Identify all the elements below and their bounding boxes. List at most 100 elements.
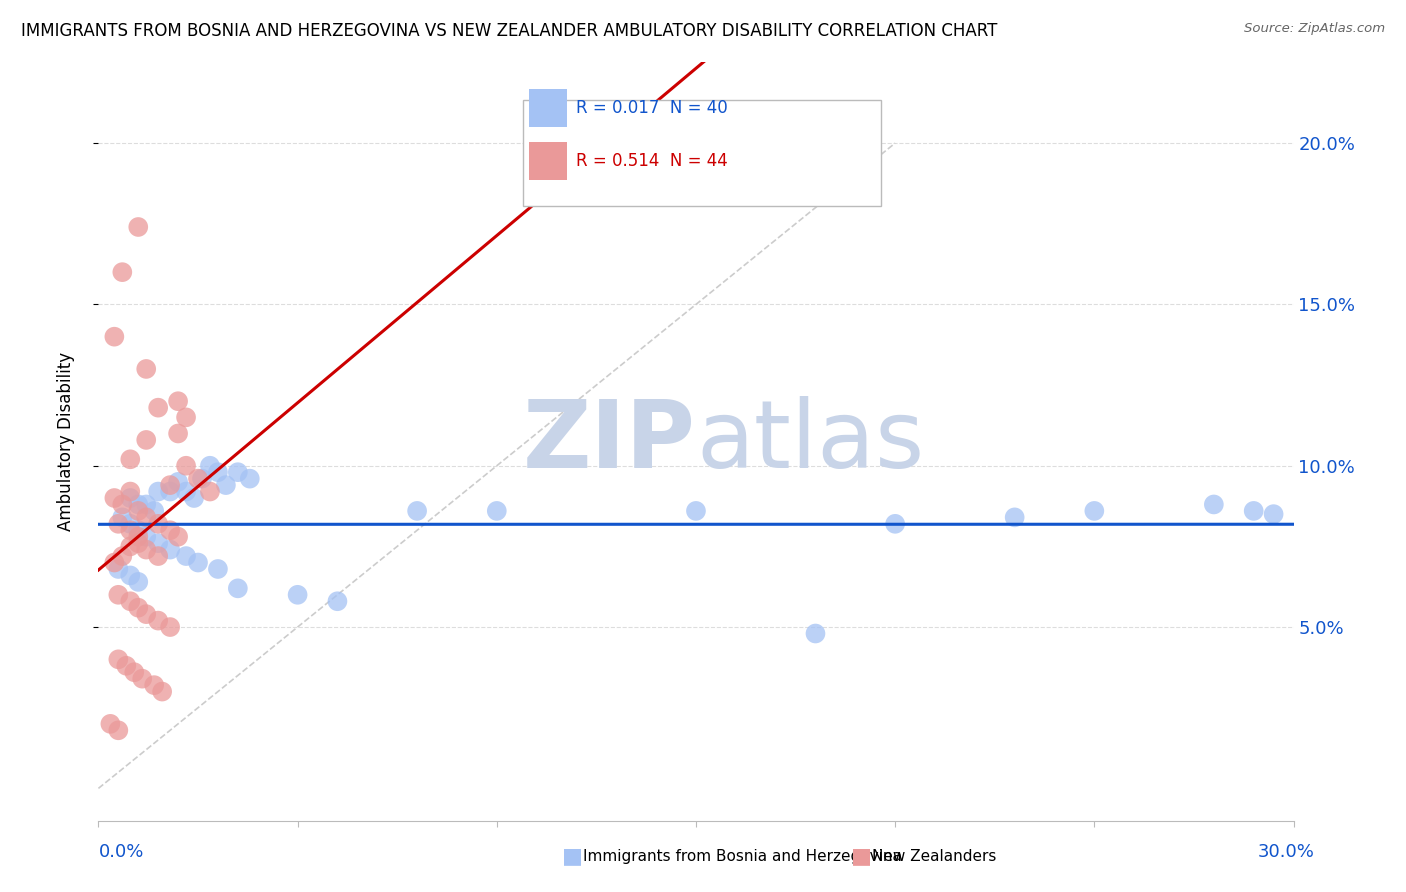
Point [174,458,197,473]
Point [207,465,229,479]
Point [120,491,142,505]
Point [326,594,349,608]
Text: 0.0%: 0.0% [98,843,143,861]
Point [135,542,157,557]
Point [198,458,221,473]
Point [115,658,138,673]
Point [485,504,508,518]
Point [135,433,157,447]
Point [174,410,197,425]
Text: ZIP: ZIP [523,395,696,488]
Point [107,588,129,602]
Point [226,582,249,596]
Text: R = 0.514  N = 44: R = 0.514 N = 44 [576,152,728,170]
Point [143,678,166,692]
Point [174,549,197,563]
Bar [529,89,567,127]
Point [884,516,907,531]
Point [135,362,157,376]
Point [167,426,190,441]
Point [107,562,129,576]
Point [127,504,149,518]
Point [226,465,249,479]
Point [124,665,146,680]
Point [127,530,149,544]
Point [159,542,181,557]
Point [120,452,142,467]
Point [174,484,197,499]
Text: R = 0.017  N = 40: R = 0.017 N = 40 [576,99,728,117]
Point [148,536,170,550]
Point [103,329,125,343]
Point [239,472,262,486]
Point [111,510,134,524]
Point [135,498,157,512]
Point [120,540,142,554]
Point [215,478,238,492]
Point [191,472,214,486]
Point [107,516,129,531]
Point [1263,507,1285,521]
Point [167,394,190,409]
Text: IMMIGRANTS FROM BOSNIA AND HERZEGOVINA VS NEW ZEALANDER AMBULATORY DISABILITY CO: IMMIGRANTS FROM BOSNIA AND HERZEGOVINA V… [21,22,997,40]
Point [198,484,221,499]
Point [1004,510,1026,524]
Point [148,484,170,499]
Point [148,549,170,563]
Point [127,574,149,589]
Point [135,607,157,622]
Point [135,530,157,544]
Point [120,568,142,582]
Point [148,614,170,628]
Point [111,265,134,279]
Point [150,684,173,698]
Point [287,588,309,602]
Point [159,478,181,492]
Point [107,723,129,738]
Y-axis label: Ambulatory Disability: Ambulatory Disability [56,352,75,531]
Point [804,626,827,640]
Point [127,219,149,234]
Point [1202,498,1225,512]
Point [148,401,170,415]
Point [127,536,149,550]
Point [187,472,209,486]
Point [98,716,122,731]
Point [159,484,181,499]
Point [111,498,134,512]
Point [120,523,142,537]
Point [120,594,142,608]
FancyBboxPatch shape [523,101,882,207]
Point [167,475,190,489]
Point [406,504,429,518]
Point [1083,504,1105,518]
Point [127,523,149,537]
Point [103,556,125,570]
Point [103,491,125,505]
Point [131,672,153,686]
Point [127,498,149,512]
Text: Source: ZipAtlas.com: Source: ZipAtlas.com [1244,22,1385,36]
Text: 30.0%: 30.0% [1258,843,1315,861]
Point [120,516,142,531]
Text: ■: ■ [851,847,872,866]
Point [127,600,149,615]
Point [107,652,129,666]
Point [187,556,209,570]
Point [148,516,170,531]
Point [159,523,181,537]
Point [135,510,157,524]
Text: Immigrants from Bosnia and Herzegovina: Immigrants from Bosnia and Herzegovina [583,849,903,863]
Bar [529,142,567,180]
Point [207,562,229,576]
Point [120,484,142,499]
Text: New Zealanders: New Zealanders [872,849,995,863]
Point [143,504,166,518]
Point [167,530,190,544]
Point [183,491,205,505]
Text: ■: ■ [562,847,583,866]
Point [1243,504,1265,518]
Text: atlas: atlas [696,395,924,488]
Point [159,620,181,634]
Point [685,504,707,518]
